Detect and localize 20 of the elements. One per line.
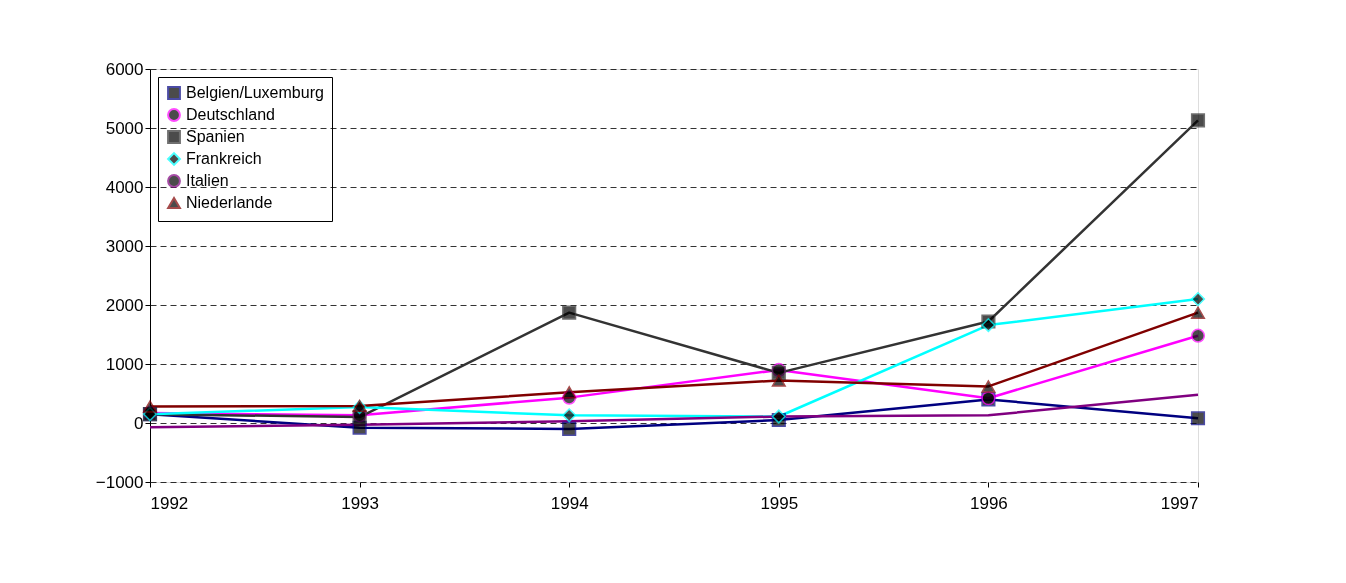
legend-label: Niederlande [186,194,273,211]
legend-label: Italien [186,172,229,189]
legend-label: Frankreich [186,150,262,167]
legend-label: Spanien [186,128,245,145]
y-tick-label: 4000 [105,177,144,197]
x-tick-label: 1997 [1160,493,1199,513]
legend-label: Deutschland [186,106,275,123]
y-tick-label: 0 [134,413,144,433]
legend-label: Belgien/Luxemburg [186,84,324,101]
y-tick-label: −1000 [95,472,144,492]
y-tick-label: 6000 [105,59,144,79]
y-tick-label: 3000 [105,236,144,256]
y-tick-label: 1000 [105,354,144,374]
y-tick-label: 2000 [105,295,144,315]
y-tick-label: 5000 [105,118,144,138]
x-tick-label: 1993 [341,493,380,513]
x-tick-label: 1992 [150,493,189,513]
x-tick-label: 1996 [969,493,1008,513]
x-tick-label: 1995 [760,493,799,513]
x-tick-label: 1994 [550,493,589,513]
